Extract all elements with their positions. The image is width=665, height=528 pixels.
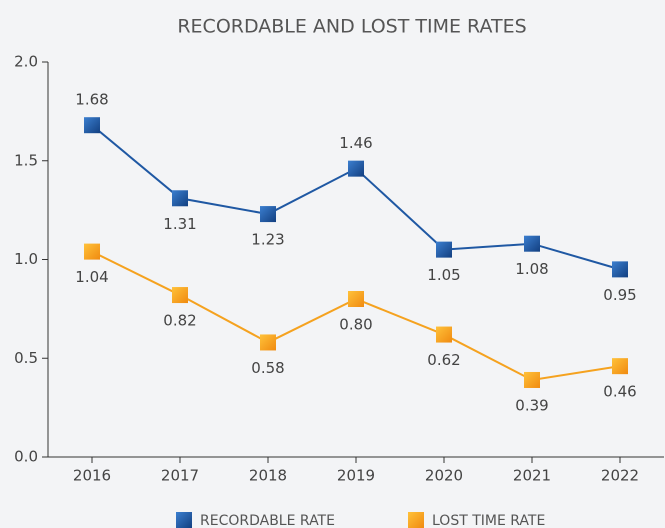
y-tick-label: 1.0 (14, 250, 38, 268)
data-label: 1.05 (427, 266, 460, 284)
x-tick-label: 2018 (249, 467, 287, 485)
marker (260, 334, 276, 351)
marker (612, 261, 628, 278)
data-label: 0.62 (427, 351, 460, 369)
chart-title: RECORDABLE AND LOST TIME RATES (177, 16, 526, 38)
data-label: 1.68 (75, 91, 108, 109)
marker (524, 235, 540, 252)
x-tick-label: 2022 (601, 467, 639, 485)
data-label: 0.95 (603, 286, 636, 304)
data-label: 0.46 (603, 383, 636, 401)
marker (524, 371, 540, 388)
marker (436, 326, 452, 343)
x-tick-label: 2020 (425, 467, 463, 485)
marker (172, 287, 188, 304)
data-label: 0.80 (339, 316, 372, 334)
y-tick-label: 0.5 (14, 349, 38, 367)
marker (172, 190, 188, 207)
marker (612, 358, 628, 375)
marker (348, 291, 364, 307)
data-label: 1.46 (339, 134, 372, 152)
data-label: 1.04 (75, 268, 108, 286)
marker (260, 206, 276, 223)
x-tick-label: 2016 (73, 467, 111, 485)
data-label: 0.58 (251, 359, 284, 377)
marker (436, 241, 452, 258)
legend-label: LOST TIME RATE (432, 513, 545, 528)
legend-marker (176, 512, 192, 528)
legend-marker (408, 512, 424, 528)
y-tick-label: 2.0 (14, 53, 38, 71)
x-tick-label: 2017 (161, 467, 199, 485)
data-label: 1.31 (163, 215, 196, 233)
marker (84, 117, 100, 134)
y-tick-label: 1.5 (14, 151, 38, 169)
data-label: 0.39 (515, 396, 548, 414)
data-label: 1.08 (515, 260, 548, 278)
x-tick-label: 2021 (513, 467, 551, 485)
y-tick-label: 0.0 (14, 448, 38, 466)
legend-label: RECORDABLE RATE (200, 513, 335, 528)
marker (84, 243, 100, 260)
data-label: 0.82 (163, 312, 196, 330)
marker (348, 160, 364, 177)
x-tick-label: 2019 (337, 467, 375, 485)
data-label: 1.23 (251, 231, 284, 249)
